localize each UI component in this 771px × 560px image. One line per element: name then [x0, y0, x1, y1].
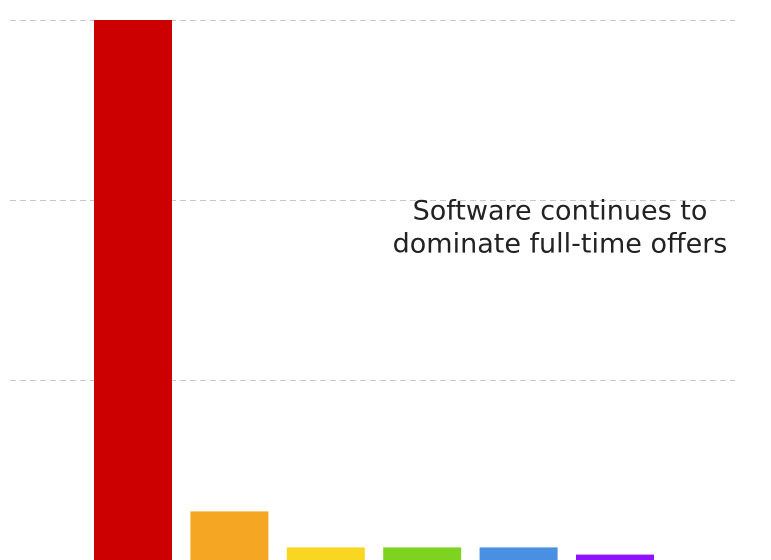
bars: [94, 20, 654, 560]
bar: [479, 547, 558, 560]
annotation-line: Software continues to: [413, 196, 708, 227]
annotation-line: dominate full-time offers: [393, 229, 728, 260]
bar: [383, 547, 462, 560]
bar: [94, 20, 172, 560]
bar: [576, 554, 654, 560]
bar: [286, 547, 365, 560]
bar: [190, 511, 269, 560]
